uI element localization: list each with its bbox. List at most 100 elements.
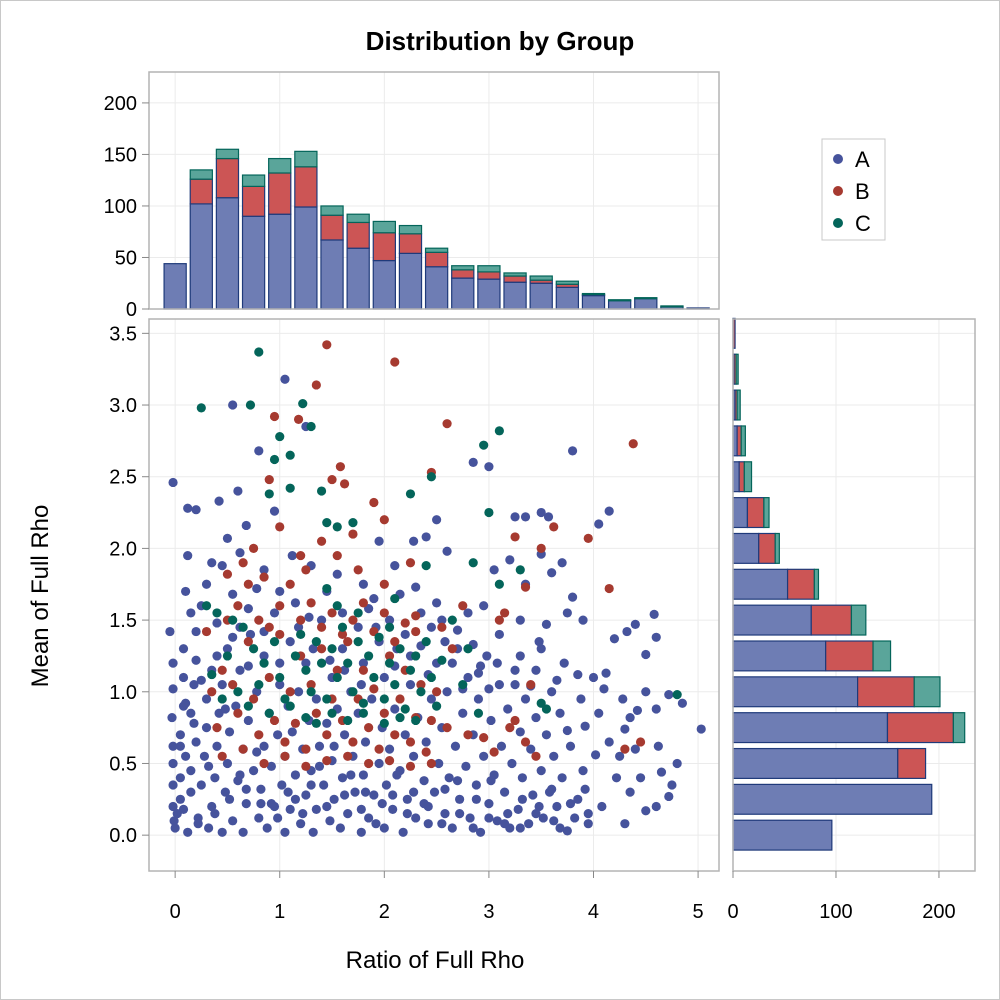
right-bar-A	[732, 676, 859, 708]
top-bar-B	[372, 232, 396, 262]
scatter-border	[148, 318, 720, 872]
scatter-point-A	[468, 457, 478, 467]
top-bar-C	[451, 265, 475, 271]
scatter-point-C	[269, 454, 280, 465]
scatter-point-A	[484, 813, 494, 823]
scatter-point-B	[458, 601, 468, 611]
scatter-point-B	[293, 414, 304, 424]
scatter-point-A	[696, 724, 706, 734]
scatter-point-A	[580, 784, 590, 794]
scatter-point-A	[552, 801, 562, 812]
scatter-point-A	[426, 694, 436, 704]
scatter-point-A	[440, 784, 450, 794]
scatter-point-A	[186, 708, 196, 718]
right-bar-C	[774, 532, 780, 564]
scatter-point-A	[248, 766, 259, 776]
scatter-point-B	[259, 572, 269, 582]
scatter-point-C	[290, 651, 301, 661]
scatter-point-A	[369, 593, 379, 604]
scatter-point-A	[440, 636, 450, 647]
scatter-point-A	[228, 632, 238, 642]
scatter-point-C	[264, 708, 274, 718]
scatter-point-A	[505, 555, 515, 565]
scatter-point-C	[280, 694, 290, 704]
scatter-point-C	[374, 632, 384, 642]
scatter-point-A	[241, 799, 251, 809]
scatter-point-A	[499, 787, 510, 797]
scatter-point-A	[191, 737, 201, 747]
scatter-point-A	[473, 668, 484, 678]
scatter-point-A	[620, 724, 630, 734]
scatter-point-A	[651, 632, 661, 642]
scatter-point-A	[285, 636, 295, 647]
scatter-point-B	[505, 723, 515, 733]
scatter-point-A	[536, 644, 546, 654]
top-bar-C	[607, 299, 632, 302]
scatter-point-B	[400, 618, 410, 628]
scatter-point-A	[573, 669, 583, 680]
scatter-point-A	[167, 712, 177, 723]
scatter-point-C	[421, 561, 431, 571]
scatter-point-A	[304, 612, 314, 622]
scatter-point-A	[562, 826, 572, 836]
scatter-point-B	[217, 751, 227, 761]
scatter-point-A	[479, 751, 489, 761]
right-bar-A	[732, 604, 812, 636]
scatter-point-A	[207, 801, 217, 812]
scatter-point-A	[335, 823, 345, 833]
right-bar-B	[897, 747, 927, 779]
scatter-point-C	[259, 658, 269, 668]
top-bar-B	[241, 185, 266, 217]
right-bar-A	[732, 712, 889, 744]
scatter-point-A	[168, 801, 178, 812]
y-tick-label: 1.5	[109, 610, 137, 632]
scatter-point-A	[311, 804, 321, 814]
scatter-point-A	[222, 758, 233, 769]
scatter-point-A	[217, 827, 227, 837]
scatter-point-A	[555, 823, 565, 833]
scatter-point-C	[411, 715, 421, 726]
scatter-point-A	[196, 675, 206, 685]
scatter-point-C	[437, 655, 447, 665]
scatter-point-B	[233, 708, 243, 718]
scatter-point-C	[285, 701, 295, 711]
scatter-point-C	[348, 517, 358, 528]
scatter-point-B	[379, 579, 389, 589]
scatter-point-A	[186, 608, 196, 618]
scatter-point-C	[207, 669, 217, 680]
scatter-point-A	[543, 512, 554, 522]
scatter-point-A	[549, 816, 559, 826]
scatter-point-B	[285, 687, 295, 697]
scatter-point-A	[552, 675, 562, 685]
scatter-point-A	[191, 505, 201, 515]
scatter-point-C	[479, 440, 489, 450]
scatter-point-A	[400, 730, 410, 740]
right-bar-C	[740, 425, 746, 457]
scatter-point-C	[245, 400, 256, 410]
scatter-point-A	[339, 790, 350, 800]
scatter-point-A	[228, 400, 238, 410]
scatter-point-B	[510, 532, 520, 542]
scatter-point-A	[183, 550, 193, 561]
scatter-point-B	[426, 758, 436, 769]
scatter-point-A	[517, 773, 527, 783]
scatter-point-A	[452, 625, 463, 635]
top-bar-A	[581, 295, 606, 310]
scatter-point-B	[343, 751, 353, 761]
scatter-point-A	[314, 741, 325, 751]
scatter-point-C	[390, 593, 400, 604]
top-bar-B	[451, 269, 475, 279]
right-bar-A	[732, 640, 827, 672]
top-bar-B	[294, 166, 318, 208]
scatter-point-A	[168, 758, 178, 769]
scatter-point-B	[275, 522, 285, 532]
scatter-point-C	[228, 615, 238, 625]
scatter-point-A	[611, 773, 622, 783]
top-y-tick-label: 50	[115, 247, 137, 269]
top-bar-A	[607, 300, 632, 310]
top-bar-B	[398, 233, 423, 254]
scatter-point-A	[275, 586, 285, 597]
scatter-point-A	[590, 750, 601, 760]
scatter-point-A	[455, 809, 465, 819]
scatter-point-A	[168, 741, 178, 751]
